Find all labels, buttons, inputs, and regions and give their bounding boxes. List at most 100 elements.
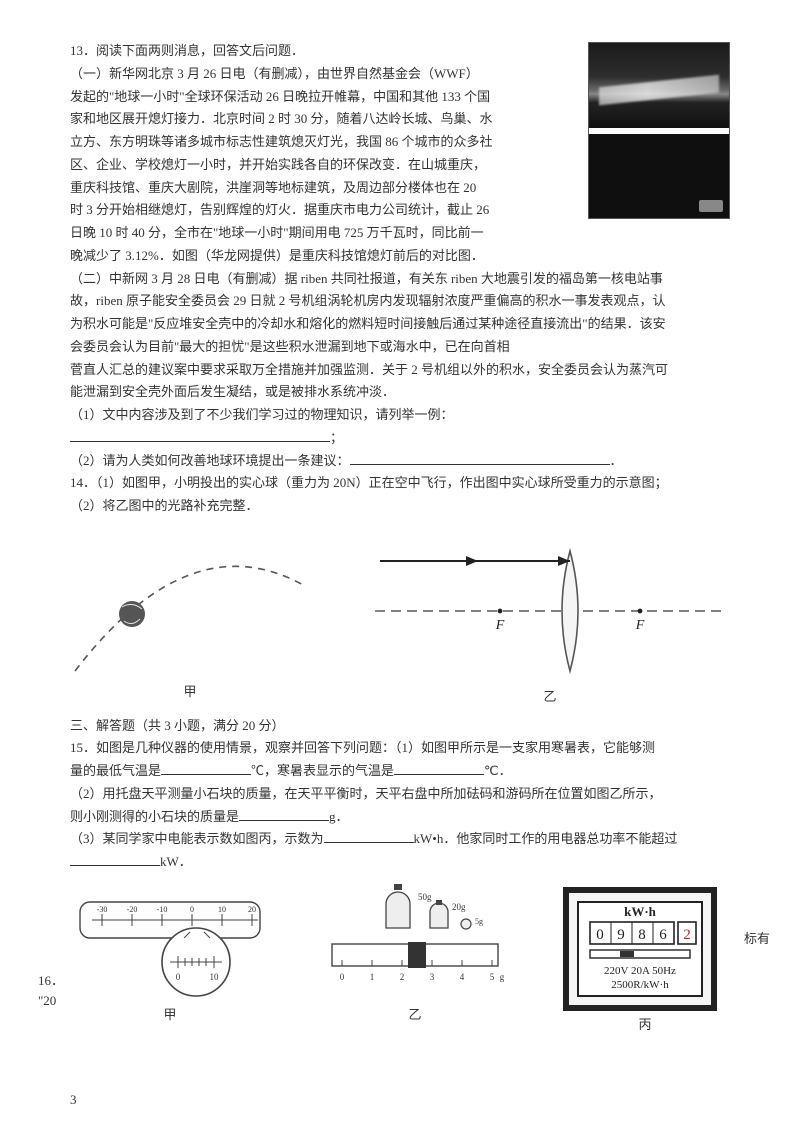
answer-blank[interactable]: [350, 451, 610, 465]
arrow-icon: [466, 556, 478, 566]
q16-tail: 标有: [744, 928, 770, 951]
answer-blank[interactable]: [394, 761, 484, 775]
fig-label-yi: 乙: [370, 686, 730, 709]
svg-text:50g: 50g: [418, 892, 432, 902]
q13-sub2: （2）请为人类如何改善地球环境提出一条建议： ．: [70, 450, 730, 473]
q15-text: （3）某同学家中电能表示数如图丙，示数为: [70, 831, 324, 846]
q14-line-1: 14．（1）如图甲，小明投出的实心球（重力为 20N）正在空中飞行，作出图中实心…: [70, 472, 730, 495]
ball-icon: [119, 601, 145, 627]
q15-text: kW•h．他家同时工作的用电器总功率不能超过: [414, 831, 678, 846]
answer-blank[interactable]: [70, 428, 330, 442]
q13-full-line: 为积水可能是"反应堆安全壳中的冷却水和熔化的燃料短时间接触后通过某种途径直接流出…: [70, 313, 730, 336]
q15-text: 则小刚测得的小石块的质量是: [70, 809, 239, 824]
svg-text:20g: 20g: [452, 902, 466, 912]
figure-yi: F F 乙: [370, 526, 730, 709]
q13-sub2-text: （2）请为人类如何改善地球环境提出一条建议：: [70, 453, 350, 468]
q15-l2: （2）用托盘天平测量小石块的质量，在天平平衡时，天平右盘中所加砝码和游码所在位置…: [70, 783, 730, 806]
svg-text:10: 10: [218, 905, 226, 914]
thermometer-svg: -30 -20 -10 0 10 20 0 10: [70, 884, 270, 1004]
page-number: 3: [70, 1089, 77, 1112]
meter-rating-1: 220V 20A 50Hz: [604, 965, 676, 977]
focus-right: [638, 608, 643, 613]
meter-svg: kW·h 0 9 8 6 2: [560, 884, 720, 1014]
svg-text:9: 9: [617, 927, 625, 943]
svg-text:6: 6: [659, 927, 667, 943]
figure-jia: 甲: [70, 531, 310, 704]
trajectory-svg: [70, 531, 310, 681]
svg-text:20: 20: [248, 905, 256, 914]
svg-text:2: 2: [683, 927, 691, 943]
q13-full-line: （二）中新网 3 月 28 日电（有删减）据 riben 共同社报道，有关东 r…: [70, 268, 730, 291]
q13-full-line: 会委员会认为目前"最大的担忧"是这些积水泄漏到地下或海水中，已在向首相: [70, 336, 730, 359]
svg-text:-20: -20: [127, 905, 138, 914]
svg-text:4: 4: [460, 972, 465, 982]
figure-thermometer: -30 -20 -10 0 10 20 0 10: [70, 884, 270, 1027]
svg-text:1: 1: [370, 972, 375, 982]
q15-l3b: kW．: [70, 851, 730, 874]
svg-text:3: 3: [430, 972, 435, 982]
answer-blank[interactable]: [324, 829, 414, 843]
semicolon: ；: [330, 430, 343, 445]
comparison-photo: [588, 42, 730, 219]
weight-50g-icon: 50g: [386, 884, 432, 928]
svg-text:10: 10: [210, 972, 220, 982]
section-3-title: 三、解答题（共 3 小题，满分 20 分）: [70, 715, 730, 738]
q15-l3: （3）某同学家中电能表示数如图丙，示数为 kW•h．他家同时工作的用电器总功率不能…: [70, 828, 730, 851]
svg-text:-10: -10: [157, 905, 168, 914]
lens-icon: [562, 551, 578, 671]
svg-text:5g: 5g: [475, 917, 483, 926]
q14-line-2: （2）将乙图中的光路补充完整．: [70, 495, 730, 518]
focus-label: F: [495, 618, 505, 633]
q13-wrap-line: 日晚 10 时 40 分，全市在"地球一小时"期间用电 725 万千瓦时，同比前…: [70, 222, 730, 245]
balance-svg: 50g 20g 5g 0 1: [320, 884, 510, 1004]
meter-rating-2: 2500R/kW·h: [611, 979, 669, 991]
figure-balance: 50g 20g 5g 0 1: [320, 884, 510, 1027]
svg-text:0: 0: [176, 972, 181, 982]
fig-label-jia: 甲: [70, 681, 310, 704]
q15-l1a: 15．如图是几种仪器的使用情景，观察并回答下列问题：（1）如图甲所示是一支家用寒…: [70, 737, 730, 760]
q15-text: ℃，寒暑表显示的气温是: [251, 763, 394, 778]
q13-full-line: 故，riben 原子能安全委员会 29 日就 2 号机组涡轮机房内发现辐射浓度严…: [70, 290, 730, 313]
meter-digits: 0 9 8 6 2: [590, 922, 696, 944]
photo-lights-on: [589, 43, 729, 128]
svg-text:-30: -30: [97, 905, 108, 914]
answer-blank[interactable]: [70, 852, 160, 866]
fig-label-yi: 乙: [320, 1004, 510, 1027]
q13-full-line: 能泄漏到安全壳外面后发生凝结，或是被排水系统冲淡．: [70, 381, 730, 404]
svg-text:2: 2: [400, 972, 405, 982]
meter-unit: kW·h: [624, 904, 657, 919]
period: ．: [610, 453, 623, 468]
fig-label-jia: 甲: [70, 1004, 270, 1027]
figure-meter: kW·h 0 9 8 6 2: [560, 884, 730, 1037]
q13-full-line: （1）文中内容涉及到了不少我们学习过的物理知识，请列举一例：: [70, 404, 730, 427]
q15-text: g．: [329, 809, 349, 824]
focus-label: F: [635, 618, 645, 633]
q13-blank-1: ；: [70, 427, 730, 450]
svg-text:0: 0: [340, 972, 345, 982]
q15-l1b: 量的最低气温是 ℃，寒暑表显示的气温是 ℃．: [70, 760, 730, 783]
slider-icon: [408, 942, 426, 968]
q15-l2b: 则小刚测得的小石块的质量是 g．: [70, 806, 730, 829]
q15-text: ℃．: [484, 763, 512, 778]
meter-disc: [590, 950, 690, 958]
svg-text:5: 5: [490, 972, 495, 982]
q15-figures: -30 -20 -10 0 10 20 0 10: [70, 884, 730, 1037]
q16-hint: "20: [36, 990, 58, 1013]
trajectory-path: [75, 566, 305, 671]
svg-text:0: 0: [596, 927, 604, 943]
answer-blank[interactable]: [239, 807, 329, 821]
q15-text: 量的最低气温是: [70, 763, 161, 778]
q13-full-line: 菅直人汇总的建议案中要求采取万全措施并加强监测．关于 2 号机组以外的积水，安全…: [70, 359, 730, 382]
q15-text: kW．: [160, 854, 192, 869]
q14-figures: 甲 F F 乙: [70, 526, 730, 709]
lens-svg: F F: [370, 526, 730, 686]
fig-label-bing: 丙: [560, 1014, 730, 1037]
svg-text:g: g: [500, 972, 505, 982]
answer-blank[interactable]: [161, 761, 251, 775]
photo-lights-off: [589, 134, 729, 219]
q13-wrap-line: 晚减少了 3.12%．如图（华龙网提供）是重庆科技馆熄灯前后的对比图．: [70, 245, 730, 268]
focus-left: [498, 608, 503, 613]
question-15: 15．如图是几种仪器的使用情景，观察并回答下列问题：（1）如图甲所示是一支家用寒…: [70, 737, 730, 1036]
beam-ticks: 0 1 2 3 4 5 g: [340, 972, 505, 982]
question-14: 14．（1）如图甲，小明投出的实心球（重力为 20N）正在空中飞行，作出图中实心…: [70, 472, 730, 708]
